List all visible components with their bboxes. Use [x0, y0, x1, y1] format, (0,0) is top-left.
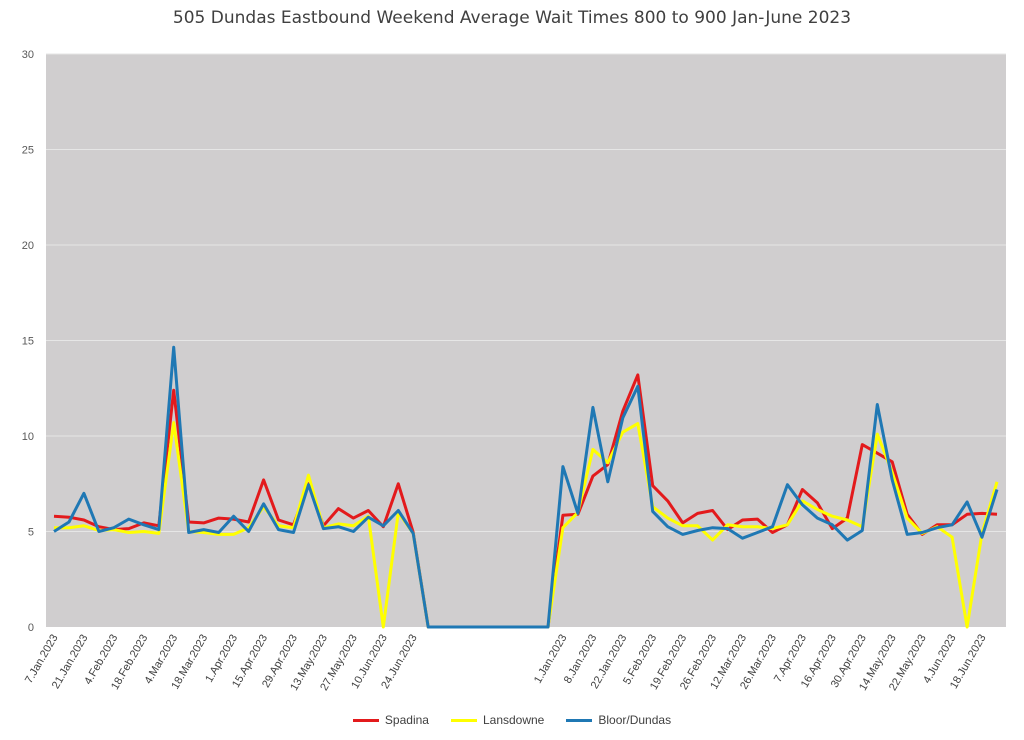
legend-label: Bloor/Dundas: [598, 713, 672, 727]
y-tick-label: 30: [22, 49, 34, 61]
gridlines: [46, 53, 1006, 532]
legend-label: Lansdowne: [482, 713, 545, 727]
legend-swatch: [450, 718, 477, 722]
legend-item: Spadina: [352, 713, 429, 727]
y-axis-ticks: 0 5 10 15 20 25 30: [22, 49, 34, 634]
legend-item: Lansdowne: [450, 713, 545, 727]
y-tick-label: 25: [22, 145, 34, 157]
y-tick-label: 5: [28, 527, 34, 539]
y-tick-label: 15: [22, 336, 34, 348]
y-tick-label: 20: [22, 240, 34, 252]
x-axis-ticks: 7.Jan.202321.Jan.20234.Feb.202318.Feb.20…: [23, 633, 989, 693]
legend-item: Bloor/Dundas: [566, 713, 671, 727]
chart-title: 505 Dundas Eastbound Weekend Average Wai…: [172, 8, 852, 28]
legend-swatch: [566, 718, 593, 722]
y-tick-label: 10: [22, 431, 34, 443]
series-lines: [53, 345, 999, 629]
legend-label: Spadina: [384, 713, 429, 727]
legend: Spadina Lansdowne Bloor/Dundas: [0, 713, 1024, 727]
series-line-bloor-dundas: [53, 345, 999, 629]
legend-swatch: [352, 718, 379, 722]
y-tick-label: 0: [28, 622, 34, 634]
